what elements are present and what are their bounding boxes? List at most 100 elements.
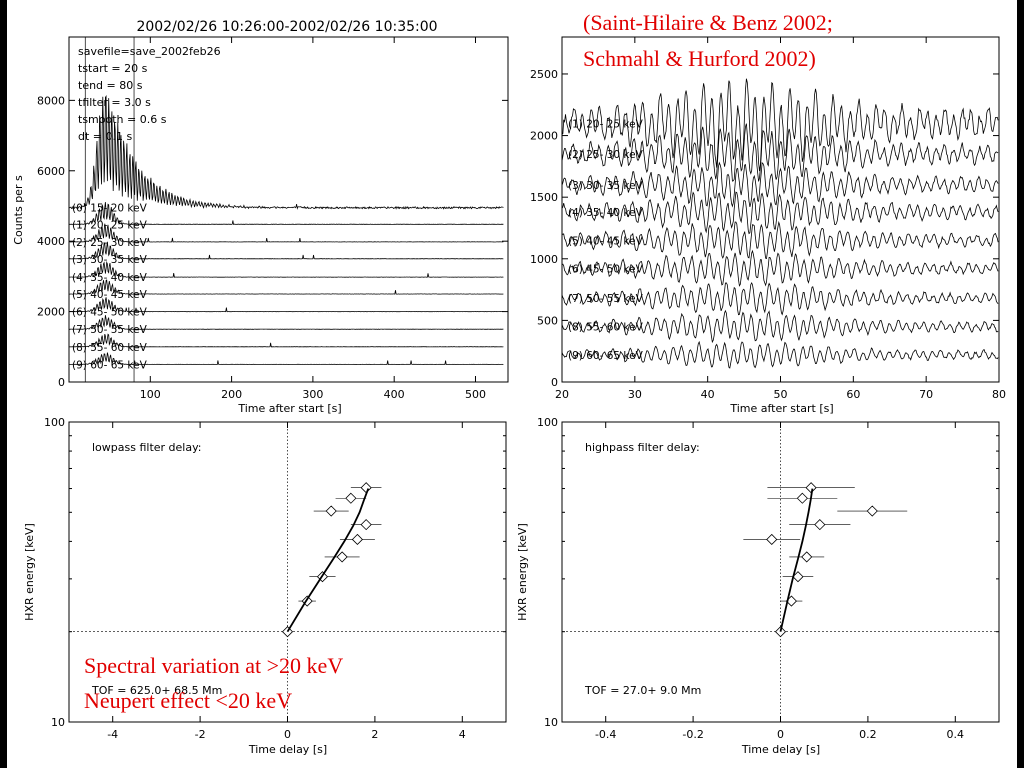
series-line xyxy=(561,249,999,287)
series-label: (0) 15- 20 keV xyxy=(72,203,148,215)
panel1-frame xyxy=(68,36,509,383)
panel4-title: highpass filter delay: xyxy=(585,441,700,454)
y-tick-label: 2500 xyxy=(530,68,558,81)
info-line: savefile=save_2002feb26 xyxy=(78,45,221,58)
x-tick-label: 4 xyxy=(459,728,466,741)
panel3-title: lowpass filter delay: xyxy=(92,441,202,454)
series-label: (4) 35- 40 keV xyxy=(568,207,644,219)
data-point xyxy=(866,505,878,517)
info-line: tend = 80 s xyxy=(78,79,143,92)
series-label: (6) 45- 50 keV xyxy=(72,307,148,319)
panel1-title: 2002/02/26 10:26:00-2002/02/26 10:35:00 xyxy=(136,19,437,35)
panel4-y-axis-label: HXR energy [keV] xyxy=(516,523,529,621)
x-tick-label: -0.2 xyxy=(682,728,703,741)
series-label: (5) 40- 45 keV xyxy=(568,235,644,247)
citation-line-1: (Saint-Hilaire & Benz 2002; xyxy=(583,10,833,35)
series-line xyxy=(68,297,504,313)
citation-line-2: Schmahl & Hurford 2002) xyxy=(583,46,816,71)
series-line xyxy=(561,340,999,369)
y-tick-label: 1500 xyxy=(530,191,558,204)
series-label: (1) 20- 25 keV xyxy=(72,219,148,231)
panel1-y-axis-label: Counts per s xyxy=(12,175,25,245)
series-label: (2) 25- 30 keV xyxy=(72,237,148,249)
y-tick-label: 2000 xyxy=(530,130,558,143)
x-tick-label: 200 xyxy=(221,388,242,401)
panel3-tof: TOF = 625.0+ 68.5 Mm xyxy=(91,684,222,697)
series-line xyxy=(68,279,504,295)
series-line xyxy=(69,260,504,278)
x-tick-label: 20 xyxy=(555,388,569,401)
x-tick-label: 300 xyxy=(302,388,323,401)
series-label: (9) 60- 65 keV xyxy=(568,350,644,362)
data-point xyxy=(766,533,778,546)
y-tick-label: 10 xyxy=(51,716,65,729)
y-tick-label: 8000 xyxy=(37,94,65,107)
info-line: tfilter = 3.0 s xyxy=(78,96,151,109)
panel3-y-axis-label: HXR energy [keV] xyxy=(23,523,36,621)
series-label: (3) 30- 35 keV xyxy=(72,254,148,266)
series-label: (8) 55- 60 keV xyxy=(72,342,148,354)
y-tick-label: 100 xyxy=(44,416,65,429)
series-line xyxy=(561,78,999,172)
series-line xyxy=(68,94,504,210)
series-line xyxy=(561,220,999,260)
x-tick-label: 30 xyxy=(628,388,642,401)
y-tick-label: 4000 xyxy=(37,235,65,248)
series-label: (2) 25- 30 keV xyxy=(568,149,644,161)
info-line: tsmooth = 0.6 s xyxy=(78,113,167,126)
panel4-frame xyxy=(561,421,1000,723)
x-tick-label: 40 xyxy=(701,388,715,401)
data-point xyxy=(796,492,808,504)
panel-highpass-delay: highpass filter delay: TOF = 27.0+ 9.0 M… xyxy=(516,416,1000,756)
panel3-x-axis-label: Time delay [s] xyxy=(248,743,327,756)
x-tick-label: 400 xyxy=(384,388,405,401)
data-point xyxy=(301,595,313,607)
x-tick-label: 70 xyxy=(919,388,933,401)
series-label: (7) 50- 55 keV xyxy=(72,324,148,336)
y-tick-label: 500 xyxy=(537,314,558,327)
x-tick-label: 50 xyxy=(774,388,788,401)
data-point xyxy=(325,505,337,517)
x-tick-label: 100 xyxy=(140,388,161,401)
panel4-tof: TOF = 27.0+ 9.0 Mm xyxy=(584,684,701,697)
panel-lightcurves: 2002/02/26 10:26:00-2002/02/26 10:35:00 … xyxy=(12,19,509,415)
info-line: tstart = 20 s xyxy=(78,62,148,75)
y-tick-label: 6000 xyxy=(37,165,65,178)
fit-curve xyxy=(286,488,370,633)
data-point xyxy=(351,533,363,546)
series-line xyxy=(69,315,504,330)
series-label: (8) 55- 60 keV xyxy=(568,322,644,334)
series-label: (9) 60- 65 keV xyxy=(72,359,148,371)
x-tick-label: 500 xyxy=(465,388,486,401)
x-tick-label: 60 xyxy=(846,388,860,401)
series-line xyxy=(561,191,999,235)
series-label: (7) 50- 55 keV xyxy=(568,293,644,305)
x-tick-label: 2 xyxy=(371,728,378,741)
x-tick-label: 0.2 xyxy=(859,728,877,741)
slide-frame-right xyxy=(1017,0,1024,768)
series-line xyxy=(68,241,504,260)
series-label: (3) 30- 35 keV xyxy=(568,180,644,192)
data-point xyxy=(360,482,372,494)
series-label: (6) 45- 50 keV xyxy=(568,264,644,276)
series-line xyxy=(69,333,504,348)
series-label: (1) 20- 25 keV xyxy=(568,118,644,130)
x-tick-label: -4 xyxy=(107,728,118,741)
y-tick-label: 2000 xyxy=(37,306,65,319)
data-point xyxy=(814,519,826,531)
panel1-x-axis-label: Time after start [s] xyxy=(237,402,341,415)
series-label: (5) 40- 45 keV xyxy=(72,289,148,301)
series-line xyxy=(68,223,504,243)
slide-frame-left xyxy=(0,0,7,768)
series-line xyxy=(68,352,504,366)
series-line xyxy=(561,281,999,316)
overlay-annotations: (Saint-Hilaire & Benz 2002; Schmahl & Hu… xyxy=(84,10,833,713)
y-tick-label: 0 xyxy=(58,376,65,389)
data-point xyxy=(801,551,813,563)
series-line xyxy=(561,123,999,182)
fit-curve xyxy=(779,488,814,632)
data-point xyxy=(345,492,357,504)
data-point xyxy=(805,482,817,494)
y-tick-label: 100 xyxy=(537,416,558,429)
panel-highpass-curves: Time after start [s] 20 30 40 50 60 70 80 0 500 1… xyxy=(530,36,1006,415)
